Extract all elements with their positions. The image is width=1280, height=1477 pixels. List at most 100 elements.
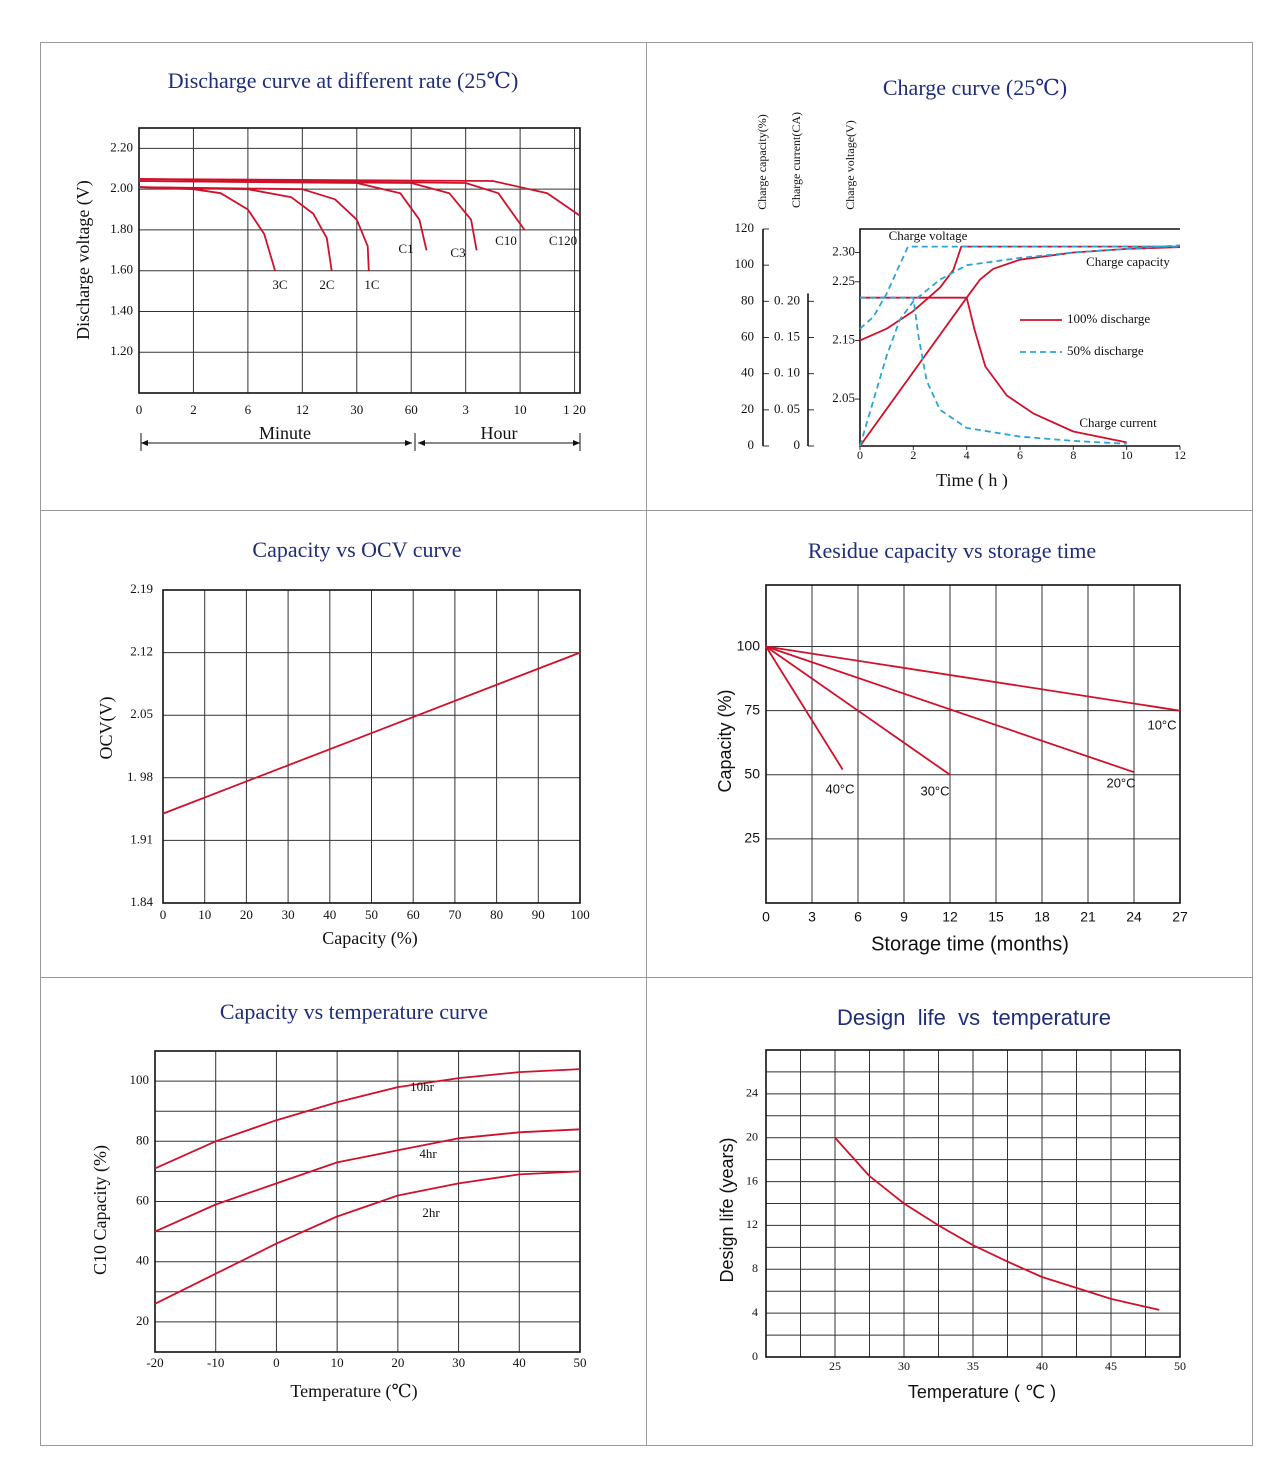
y-tick-label: 0. 20	[774, 292, 800, 307]
x-tick-label: 10	[1121, 448, 1133, 462]
x-tick-label: 18	[1034, 909, 1050, 925]
x-tick-label: 1 20	[563, 402, 586, 417]
x-tick-label: 10	[331, 1355, 344, 1370]
x-tick-label: 10	[514, 402, 527, 417]
y-tick-label: 1.84	[130, 894, 153, 909]
y-axis-title: Capacity (%)	[715, 689, 735, 792]
x-tick-label: 25	[829, 1359, 841, 1373]
y-tick-label: 4	[752, 1305, 758, 1319]
y-tick-label: 1.80	[110, 221, 133, 236]
curve	[765, 645, 1135, 774]
y-tick-label: 40	[741, 365, 754, 380]
axis-title: Charge voltage(V)	[843, 120, 857, 209]
curve-label: Charge voltage	[889, 228, 968, 243]
x-tick-label: 30	[452, 1355, 465, 1370]
x-tick-label: 0	[273, 1355, 280, 1370]
series-label: 10°C	[1147, 717, 1176, 732]
y-tick-label: 1.20	[110, 343, 133, 358]
x-tick-label: 0	[136, 402, 143, 417]
curve	[154, 1068, 581, 1170]
x-tick-label: 15	[988, 909, 1004, 925]
x-tick-label: 30	[350, 402, 363, 417]
x-tick-label: 90	[532, 907, 545, 922]
x-tick-label: 2	[190, 402, 197, 417]
plot-frame	[859, 228, 1180, 447]
y-tick-label: 25	[744, 830, 760, 846]
y-tick-label: 16	[746, 1173, 758, 1187]
x-tick-label: 30	[898, 1359, 910, 1373]
y-axis-title: Discharge voltage (V)	[73, 180, 94, 340]
series-label: C1	[398, 241, 413, 256]
curve	[765, 646, 844, 771]
y-axis-title: OCV(V)	[96, 697, 117, 760]
y-tick-label: 2.00	[110, 180, 133, 195]
axis-title: Charge capacity(%)	[755, 114, 769, 209]
x-tick-label: 12	[296, 402, 309, 417]
chart-title: Capacity vs temperature curve	[220, 999, 488, 1024]
x-tick-label: 3	[808, 909, 816, 925]
y-tick-label: 24	[746, 1086, 758, 1100]
y-axis-title: Design life (years)	[717, 1137, 737, 1282]
axis-annotation: Minute	[259, 423, 311, 443]
x-tick-label: 0	[160, 907, 167, 922]
x-axis-title: Temperature ( ℃ )	[908, 1382, 1056, 1402]
y-tick-label: 1.40	[110, 302, 133, 317]
y-tick-label: 2.20	[110, 139, 133, 154]
x-tick-label: 50	[574, 1355, 587, 1370]
y-tick-label: 100	[735, 256, 755, 271]
series-label: 2C	[319, 277, 334, 292]
x-tick-label: 0	[762, 909, 770, 925]
x-tick-label: 60	[405, 402, 418, 417]
y-tick-label: 20	[746, 1129, 758, 1143]
plot-frame	[138, 127, 581, 394]
y-tick-label: 20	[741, 401, 754, 416]
y-tick-label: 80	[741, 292, 754, 307]
x-tick-label: 12	[1174, 448, 1186, 462]
plot-frame	[765, 1049, 1181, 1358]
y-tick-label: 60	[136, 1192, 149, 1207]
curve	[138, 180, 428, 251]
curve	[138, 178, 581, 217]
curve	[859, 244, 1181, 447]
x-tick-label: 27	[1172, 909, 1188, 925]
curve	[138, 180, 478, 251]
series-label: 10hr	[410, 1079, 435, 1094]
x-tick-label: 6	[854, 909, 862, 925]
x-tick-label: 10	[198, 907, 211, 922]
y-tick-label: 100	[130, 1072, 150, 1087]
series-label: C10	[495, 233, 517, 248]
series-label: 20°C	[1106, 775, 1135, 790]
x-tick-label: 6	[1017, 448, 1023, 462]
plot-frame	[765, 584, 1181, 904]
y-tick-label: 8	[752, 1261, 758, 1275]
y-tick-label: 60	[741, 328, 754, 343]
y-tick-label: 100	[737, 637, 761, 653]
series-label: C3	[450, 245, 465, 260]
plot-frame	[162, 589, 581, 904]
curve	[765, 645, 951, 776]
series-label: 4hr	[419, 1146, 437, 1161]
y-tick-label: 0	[748, 437, 755, 452]
curve	[834, 1137, 1160, 1311]
x-tick-label: 50	[365, 907, 378, 922]
y-axis-title: C10 Capacity (%)	[90, 1145, 111, 1275]
y-tick-label: 0. 15	[774, 328, 800, 343]
curve	[162, 651, 581, 815]
y-tick-label: 2.30	[832, 243, 855, 258]
curve	[859, 245, 1180, 330]
y-tick-label: 120	[735, 220, 755, 235]
y-tick-label: 0. 05	[774, 401, 800, 416]
series-label: 3C	[272, 277, 287, 292]
x-tick-label: -20	[146, 1355, 163, 1370]
curve	[765, 645, 1181, 712]
x-tick-label: 40	[323, 907, 336, 922]
x-tick-label: 20	[240, 907, 253, 922]
x-tick-label: 12	[942, 909, 958, 925]
y-tick-label: 2.05	[832, 390, 855, 405]
chart-title: Residue capacity vs storage time	[808, 538, 1096, 563]
curve	[859, 245, 1180, 342]
y-tick-label: 2.15	[832, 331, 855, 346]
y-tick-label: 1.60	[110, 262, 133, 277]
x-tick-label: 0	[857, 448, 863, 462]
y-tick-label: 1.91	[130, 831, 153, 846]
